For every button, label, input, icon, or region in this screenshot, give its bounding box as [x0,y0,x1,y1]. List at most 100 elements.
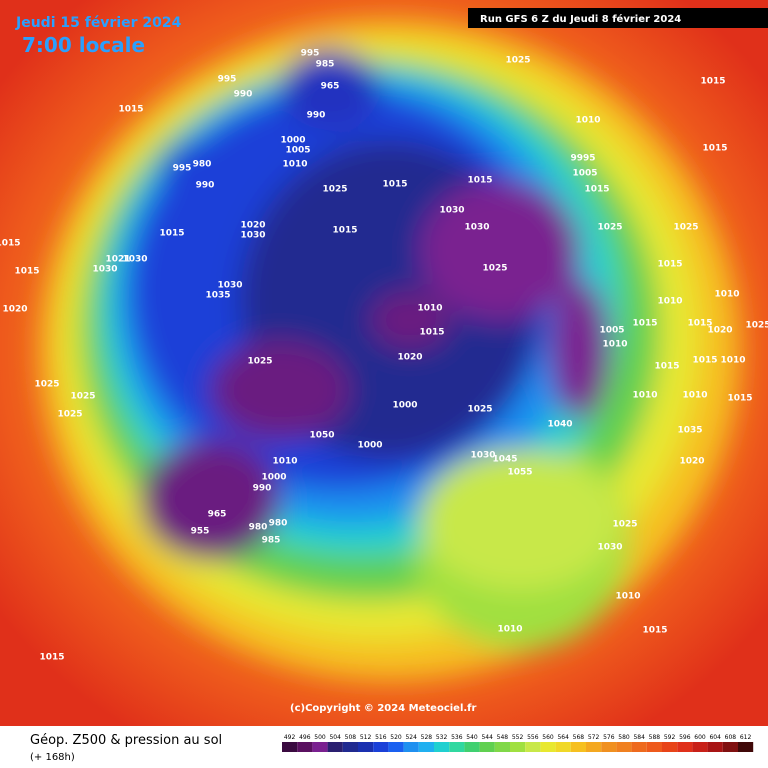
isobar-label: 1010 [632,391,657,401]
colorbar-label: 592 [664,734,676,741]
isobar-label: 1015 [14,267,39,277]
isobar-label: 1015 [382,180,407,190]
colorbar-label: 536 [451,734,463,741]
colorbar-label: 492 [284,734,296,741]
copyright: (c)Copyright © 2024 Meteociel.fr [290,703,477,714]
isobar-label: 1030 [92,265,117,275]
isobar-label: 1020 [397,353,422,363]
colorbar-cell [464,742,480,752]
colorbar-label: 576 [603,734,615,741]
colorbar-label: 544 [481,734,493,741]
isobar-label: 1025 [597,223,622,233]
isobar-label: 1015 [467,176,492,186]
isobar-label: 1015 [700,77,725,87]
colorbar-label: 588 [649,734,661,741]
isobar-label: 1020 [707,326,732,336]
isobar-label: 1025 [322,185,347,195]
colorbar-label: 516 [375,734,387,741]
isobar-label: 995 [218,75,237,85]
colorbar-cell [555,742,571,752]
colorbar-cell [692,742,708,752]
colorbar-cell [707,742,723,752]
isobar-label: 1005 [285,146,310,156]
isobar-label: 1015 [419,328,444,338]
isobar-label: 1021 [105,255,130,265]
isobar-label: 1025 [57,410,82,420]
product: Géop. Z500 & pression au sol [30,733,222,748]
colorbar-cell [282,742,298,752]
colorbar-cell [570,742,586,752]
colorbar-label: 552 [512,734,524,741]
isobar-label: 1030 [464,223,489,233]
field [40,20,740,680]
colorbar-label: 500 [314,734,326,741]
colorbar-cell [342,742,358,752]
isobar-label: 1035 [205,291,230,301]
colorbar-cell [494,742,510,752]
isobar-label: 990 [307,111,326,121]
colorbar-cell [449,742,465,752]
isobar-label: 995 [173,164,192,174]
isobar-label: 995 [301,49,320,59]
colorbar-label: 512 [360,734,372,741]
isobar-label: 980 [193,160,212,170]
colorbar-label: 604 [709,734,721,741]
colorbar-cell [510,742,526,752]
isobar-label: 1025 [467,405,492,415]
run-box [468,8,768,28]
isobar-label: 1000 [280,136,305,146]
isobar-label: 1010 [282,160,307,170]
isobar-label: 1015 [692,356,717,366]
colorbar-label: 560 [542,734,554,741]
isobar-label: 1050 [309,431,334,441]
isobar-label: 1025 [70,392,95,402]
colorbar-cell [525,742,541,752]
isobar-label: 1025 [673,223,698,233]
isobar-label: 1010 [272,457,297,467]
isobar-label: 985 [262,536,281,546]
colorbar-cell [358,742,374,752]
time: 7:00 locale [22,33,145,57]
colorbar-label: 564 [557,734,569,741]
colorbar-label: 548 [497,734,509,741]
isobar-label: 1030 [597,543,622,553]
isobar-label: 1035 [677,426,702,436]
isobar-label: 1015 [702,144,727,154]
isobar-label: 1015 [654,362,679,372]
isobar-label: 1025 [482,264,507,274]
colorbar-label: 568 [573,734,585,741]
isobar-label: 985 [316,60,335,70]
isobar-label: 1020 [240,221,265,231]
isobar-label: 1010 [657,297,682,307]
isobar-label: 1015 [39,653,64,663]
isobar-label: 1020 [679,457,704,467]
isobar-label: 1055 [507,468,532,478]
isobar-label: 980 [269,519,288,529]
colorbar-cell [540,742,556,752]
colorbar-label: 528 [421,734,433,741]
isobar-label: 1000 [392,401,417,411]
colorbar-label: 600 [694,734,706,741]
colorbar-label: 556 [527,734,539,741]
colorbar-cell [479,742,495,752]
isobar-label: 1025 [505,56,530,66]
colorbar-label: 532 [436,734,448,741]
colorbar-label: 584 [633,734,645,741]
colorbar-label: 596 [679,734,691,741]
colorbar-cell [601,742,617,752]
isobar-label: 1010 [720,356,745,366]
colorbar-label: 540 [466,734,478,741]
colorbar-cell [738,742,754,752]
isobar-label: 1030 [240,231,265,241]
isobar-label: 1045 [492,455,517,465]
run: Run GFS 6 Z du Jeudi 8 février 2024 [480,13,681,25]
isobar-label: 1010 [417,304,442,314]
isobar-label: 1025 [247,357,272,367]
colorbar-label: 520 [390,734,402,741]
isobar-label: 1025 [34,380,59,390]
colorbar-cell [616,742,632,752]
colorbar-cell [327,742,343,752]
colorbar-cell [373,742,389,752]
